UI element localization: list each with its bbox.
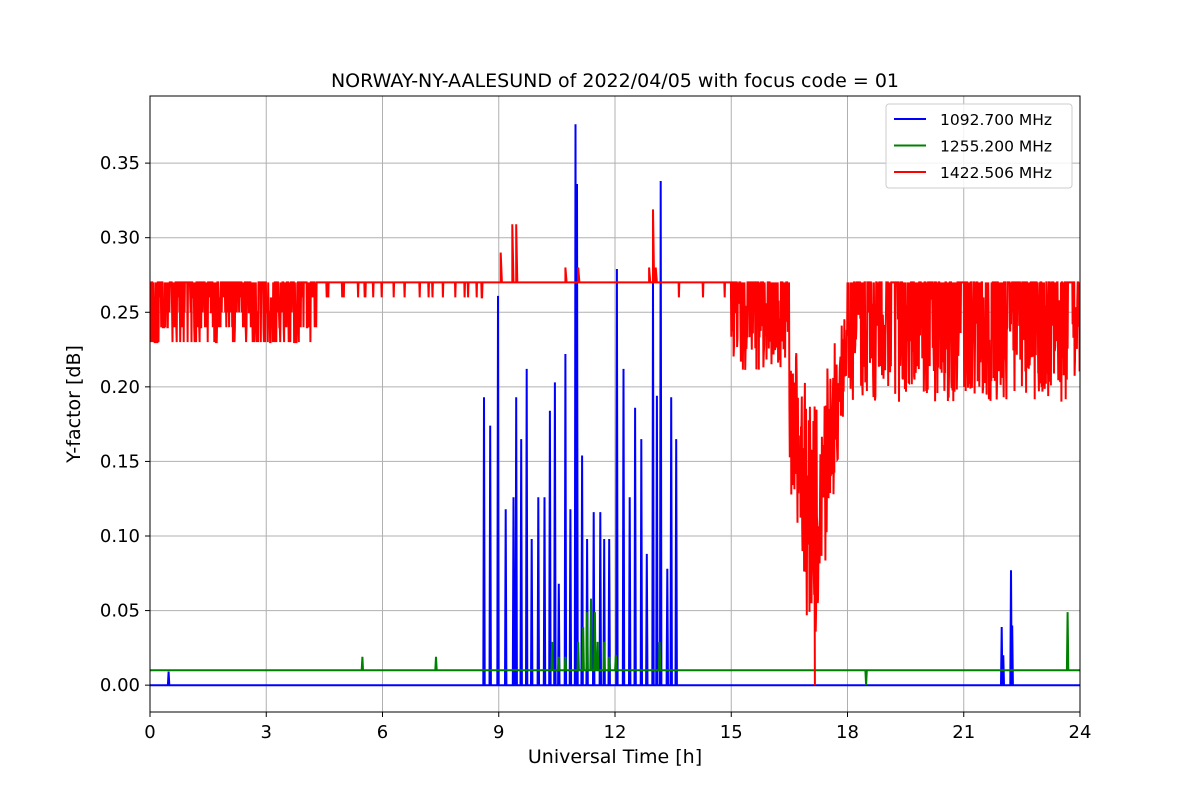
x-axis-label: Universal Time [h] — [528, 746, 702, 768]
y-tick-label: 0.15 — [100, 451, 140, 472]
x-tick-label: 15 — [720, 722, 743, 743]
y-tick-label: 0.10 — [100, 526, 140, 547]
x-tick-label: 21 — [952, 722, 975, 743]
y-tick-label: 0.30 — [100, 228, 140, 249]
x-tick-label: 24 — [1069, 722, 1092, 743]
ticks: 0 3 6 9 12 15 18 21 24 0.00 0.05 0.10 0.15 0.20 0.25 0.… — [100, 153, 1092, 743]
legend-entry: 1422.506 MHz — [940, 164, 1052, 182]
y-tick-label: 0.20 — [100, 377, 140, 398]
x-tick-label: 0 — [144, 722, 155, 743]
chart-title: NORWAY-NY-AALESUND of 2022/04/05 with fo… — [331, 70, 899, 92]
y-tick-label: 0.25 — [100, 302, 140, 323]
x-tick-label: 12 — [604, 722, 627, 743]
x-tick-label: 3 — [261, 722, 272, 743]
series-line-2 — [150, 209, 1080, 686]
y-tick-label: 0.05 — [100, 601, 140, 622]
y-axis-label: Y-factor [dB] — [63, 345, 85, 464]
x-tick-label: 6 — [377, 722, 388, 743]
x-tick-label: 18 — [836, 722, 859, 743]
y-tick-label: 0.35 — [100, 153, 140, 174]
legend-box — [885, 103, 1073, 189]
y-tick-label: 0.00 — [100, 675, 140, 696]
legend-entry: 1092.700 MHz — [940, 111, 1052, 129]
series-line-0 — [150, 124, 1080, 687]
x-tick-label: 9 — [493, 722, 504, 743]
legend: 1092.700 MHz 1255.200 MHz 1422.506 MHz — [885, 103, 1073, 189]
series-layer — [150, 124, 1080, 687]
legend-entry: 1255.200 MHz — [940, 138, 1052, 156]
series-line-1 — [150, 598, 1080, 686]
